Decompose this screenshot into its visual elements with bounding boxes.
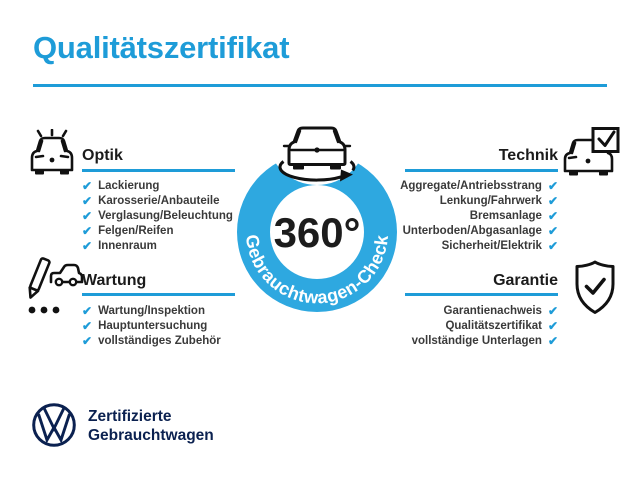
list-item: ✔ Innenraum [82, 239, 233, 254]
section-title-garantie: Garantie [493, 272, 558, 289]
brand-claim: Zertifizierte Gebrauchtwagen [88, 407, 214, 445]
car-shine-icon [30, 129, 74, 175]
list-item: vollständige Unterlagen ✔ [412, 333, 558, 348]
list-item: Bremsanlage ✔ [400, 208, 558, 223]
360-check-badge: 360° Gebrauchtwagen-Check [237, 112, 397, 312]
check-icon: ✔ [82, 224, 93, 239]
list-item-label: Lenkung/Fahrwerk [439, 194, 542, 207]
list-item: Garantienachweis ✔ [412, 303, 559, 318]
list-item: ✔ Hauptuntersuchung [82, 318, 221, 333]
list-item-label: Innenraum [98, 240, 157, 253]
list-item-label: Qualitätszertifikat [445, 319, 542, 332]
header-divider [33, 84, 607, 87]
brand-claim-line2: Gebrauchtwagen [88, 427, 214, 444]
list-item: Sicherheit/Elektrik ✔ [400, 239, 558, 254]
list-item-label: Hauptuntersuchung [98, 319, 208, 332]
list-item-label: Felgen/Reifen [98, 225, 174, 238]
list-item: Aggregate/Antriebsstrang ✔ [400, 178, 558, 193]
list-item: Lenkung/Fahrwerk ✔ [400, 193, 558, 208]
check-icon: ✔ [547, 178, 558, 193]
check-icon: ✔ [547, 239, 558, 254]
list-item: ✔ Wartung/Inspektion [82, 303, 221, 318]
list-item: Qualitätszertifikat ✔ [412, 318, 558, 333]
section-underline-garantie [405, 293, 558, 296]
check-icon: ✔ [82, 178, 93, 193]
car-checkbox-icon [563, 127, 620, 176]
section-underline-technik [405, 169, 558, 172]
list-item-label: vollständiges Zubehör [98, 334, 221, 347]
list-item-label: Karosserie/Anbauteile [98, 194, 220, 207]
check-icon: ✔ [82, 208, 93, 223]
check-icon: ✔ [82, 303, 93, 318]
technik-checklist: Aggregate/Antriebsstrang ✔ Lenkung/Fahrwe… [400, 178, 558, 254]
section-underline-wartung [82, 293, 235, 296]
optik-checklist: ✔ Lackierung ✔ Karosserie/Anbauteile ✔ Verg… [82, 178, 233, 254]
list-item: ✔ Lackierung [82, 178, 233, 193]
list-item-label: Wartung/Inspektion [98, 304, 205, 317]
section-title-optik: Optik [82, 147, 123, 164]
list-item-label: Garantienachweis [443, 304, 542, 317]
rotation-arrow-icon [278, 160, 356, 182]
garantie-checklist: Garantienachweis ✔ Qualitätszertifikat ✔ v… [412, 303, 558, 349]
check-icon: ✔ [547, 303, 558, 318]
list-item-label: Lackierung [98, 179, 160, 192]
check-icon: ✔ [547, 333, 558, 348]
check-ring [237, 152, 397, 312]
list-item: ✔ Verglasung/Beleuchtung [82, 208, 233, 223]
service-checklist-icon [28, 257, 84, 314]
brand-claim-line1: Zertifizierte [88, 408, 172, 425]
wartung-checklist: ✔ Wartung/Inspektion ✔ Hauptuntersuchung ✔… [82, 303, 221, 349]
section-title-wartung: Wartung [82, 272, 147, 289]
check-icon: ✔ [82, 333, 93, 348]
page-title: Qualitätszertifikat [33, 30, 290, 65]
check-icon: ✔ [547, 224, 558, 239]
check-icon: ✔ [547, 318, 558, 333]
list-item: ✔ vollständiges Zubehör [82, 333, 221, 348]
shield-check-icon [575, 260, 615, 314]
list-item: ✔ Felgen/Reifen [82, 224, 233, 239]
list-item: Unterboden/Abgasanlage ✔ [400, 224, 558, 239]
check-icon: ✔ [547, 208, 558, 223]
section-underline-optik [82, 169, 235, 172]
vw-logo-icon [32, 403, 76, 447]
list-item-label: Unterboden/Abgasanlage [402, 225, 542, 238]
list-item-label: vollständige Unterlagen [411, 334, 542, 347]
section-title-technik: Technik [498, 147, 558, 164]
list-item-label: Sicherheit/Elektrik [441, 240, 542, 253]
check-icon: ✔ [82, 239, 93, 254]
list-item-label: Aggregate/Antriebsstrang [400, 179, 542, 192]
list-item-label: Bremsanlage [469, 209, 542, 222]
list-item-label: Verglasung/Beleuchtung [98, 209, 233, 222]
degree-label: 360° [274, 209, 361, 256]
car-360-icon [282, 126, 352, 170]
check-icon: ✔ [547, 193, 558, 208]
check-icon: ✔ [82, 318, 93, 333]
check-icon: ✔ [82, 193, 93, 208]
list-item: ✔ Karosserie/Anbauteile [82, 193, 233, 208]
